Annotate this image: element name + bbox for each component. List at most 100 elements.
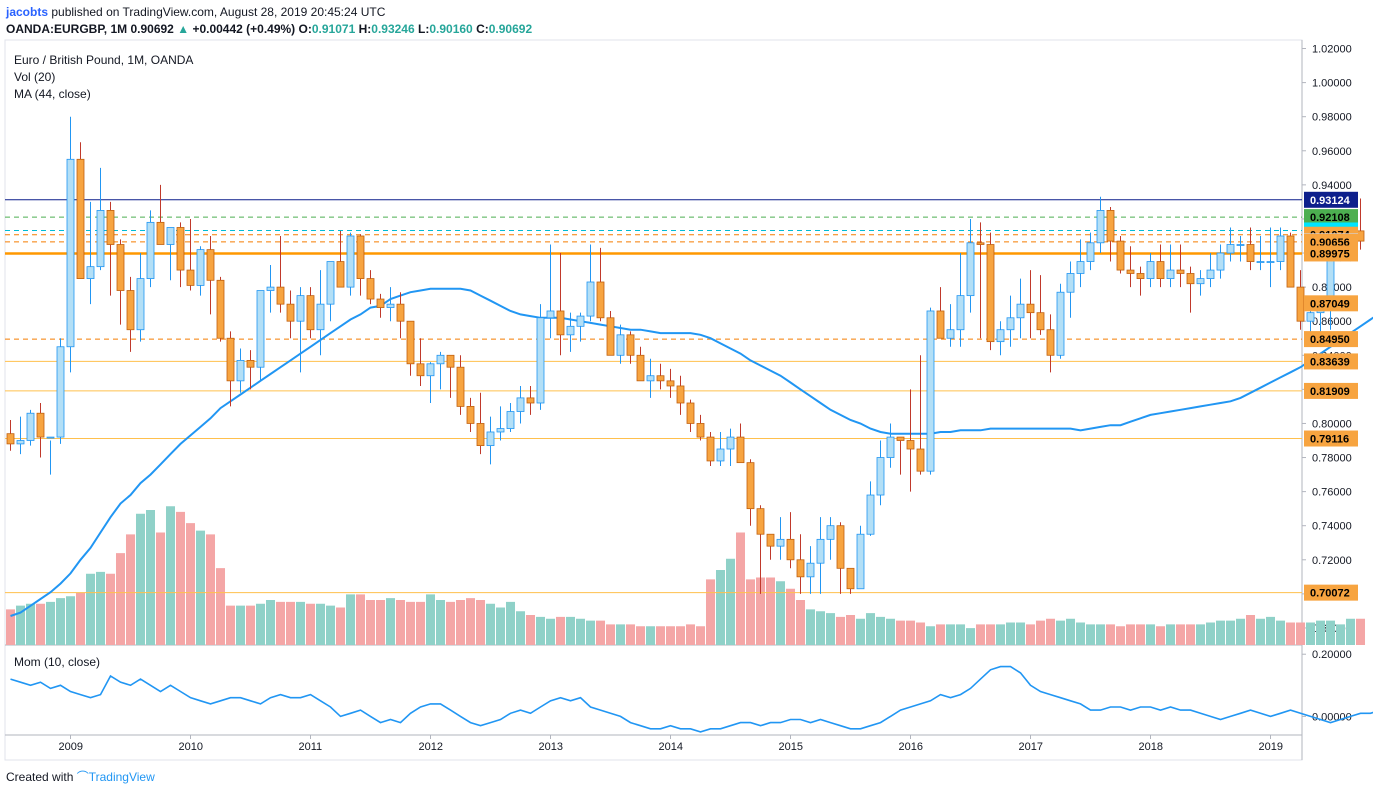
- time-tick-label: 2012: [419, 741, 443, 753]
- volume-bar: [576, 618, 585, 645]
- candle-body: [556, 310, 565, 336]
- candle-body: [1286, 235, 1295, 288]
- candle-body: [1106, 210, 1115, 242]
- time-tick-label: 2017: [1019, 741, 1043, 753]
- close-label: C:: [476, 22, 489, 36]
- candle-body: [86, 266, 95, 279]
- volume-bar: [646, 626, 655, 645]
- low-value: 0.90160: [429, 22, 473, 36]
- candle-body: [226, 337, 235, 382]
- low-label: L:: [418, 22, 430, 36]
- candle-body: [1116, 240, 1125, 271]
- candle-body: [396, 303, 405, 322]
- candle-body: [6, 433, 15, 445]
- volume-bar: [196, 530, 205, 645]
- candle-body: [146, 221, 155, 279]
- volume-bar: [896, 620, 905, 645]
- candle-body: [136, 278, 145, 331]
- candle-body: [546, 310, 555, 319]
- volume-bar: [1026, 624, 1035, 645]
- author-name[interactable]: jacobts: [6, 5, 49, 19]
- volume-bar: [526, 615, 535, 645]
- candle-body: [596, 281, 605, 319]
- volume-bar: [1226, 620, 1235, 645]
- volume-bar: [146, 510, 155, 645]
- volume-bar: [1086, 624, 1095, 645]
- candle-body: [826, 525, 835, 540]
- price-tick-label: 1.02000: [1312, 44, 1352, 56]
- price-label-badge: [1304, 295, 1358, 312]
- volume-bar: [386, 598, 395, 645]
- momentum-line: [10, 665, 1373, 733]
- candle-body: [76, 158, 85, 279]
- candle-body: [1136, 273, 1145, 279]
- candle-body: [996, 329, 1005, 343]
- tradingview-logo-icon[interactable]: ⌒: [76, 770, 89, 784]
- candle-body: [1216, 252, 1225, 271]
- volume-bar: [316, 603, 325, 645]
- volume-bar: [846, 615, 855, 645]
- volume-bar: [1166, 624, 1175, 645]
- candle-body: [516, 397, 525, 412]
- candle-body: [756, 508, 765, 535]
- candle-body: [1196, 278, 1205, 285]
- volume-bar: [1176, 624, 1185, 645]
- ma-indicator-label[interactable]: MA (44, close): [14, 87, 91, 101]
- candle-body: [856, 533, 865, 590]
- candle-body: [416, 363, 425, 377]
- volume-bar: [366, 600, 375, 645]
- candle-body: [786, 538, 795, 561]
- candle-body: [866, 494, 875, 535]
- volume-bar: [946, 624, 955, 645]
- volume-bar: [866, 613, 875, 645]
- volume-bar: [326, 605, 335, 645]
- volume-bar: [46, 601, 55, 645]
- volume-bar: [876, 616, 885, 645]
- candle-body: [946, 329, 955, 339]
- volume-bar: [616, 624, 625, 645]
- momentum-indicator-label[interactable]: Mom (10, close): [14, 655, 101, 669]
- candle-body: [246, 359, 255, 368]
- candle-body: [1066, 273, 1075, 293]
- volume-bar: [56, 598, 65, 645]
- volume-bar: [766, 577, 775, 645]
- volume-bar: [96, 571, 105, 645]
- tradingview-brand[interactable]: TradingView: [88, 770, 155, 784]
- candle-body: [816, 538, 825, 564]
- candle-body: [966, 242, 975, 297]
- candle-body: [166, 227, 175, 245]
- candle-body: [886, 436, 895, 458]
- price-label-badge: [1304, 191, 1358, 208]
- volume-indicator-label[interactable]: Vol (20): [14, 70, 56, 84]
- footer: Created with ⌒TradingView: [6, 768, 155, 785]
- up-arrow-icon: ▲: [177, 22, 190, 36]
- candle-body: [116, 244, 125, 291]
- plot-frame: [4, 39, 1303, 761]
- volume-bar: [486, 603, 495, 645]
- time-tick-label: 2011: [299, 741, 323, 753]
- candle-body: [426, 363, 435, 377]
- candle-body: [346, 235, 355, 288]
- price-label-text: 0.87049: [1310, 298, 1350, 310]
- volume-bar: [796, 600, 805, 645]
- candle-body: [686, 402, 695, 424]
- candle-body: [976, 242, 985, 245]
- volume-bar: [936, 624, 945, 645]
- candle-body: [306, 295, 315, 331]
- volume-bar: [696, 626, 705, 645]
- volume-bar: [666, 626, 675, 645]
- price-tick-label: 0.80000: [1312, 418, 1352, 430]
- price-label-text: 0.81909: [1310, 386, 1350, 398]
- price-label-text: 0.83639: [1310, 356, 1350, 368]
- volume-bar: [66, 596, 75, 645]
- volume-bar: [1286, 622, 1295, 645]
- candle-body: [336, 261, 345, 288]
- price-label-badge: [1304, 382, 1358, 399]
- chart-legend: Euro / British Pound, 1M, OANDA Vol (20)…: [14, 52, 193, 103]
- candle-body: [476, 423, 485, 447]
- volume-bar: [166, 506, 175, 645]
- time-tick-label: 2013: [539, 741, 563, 753]
- price-label-text: 0.92108: [1310, 212, 1350, 224]
- candle-body: [496, 428, 505, 433]
